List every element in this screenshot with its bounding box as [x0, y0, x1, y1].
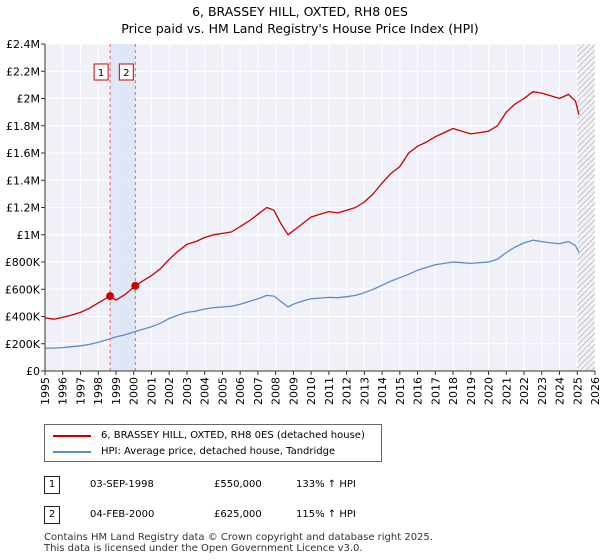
annotation-box [118, 63, 134, 81]
y-tick-label: £400K [5, 311, 41, 324]
annotation-label: 2 [123, 68, 129, 79]
y-tick-label: £2.2M [6, 65, 40, 78]
footer: Contains HM Land Registry data © Crown c… [44, 532, 433, 554]
chart-title-block: 6, BRASSEY HILL, OXTED, RH8 0ES Price pa… [0, 3, 600, 37]
x-tick-label: 2013 [358, 377, 371, 405]
x-tick-label: 2017 [429, 377, 442, 405]
future-hatch-region [577, 44, 595, 371]
x-tick-label: 1996 [57, 377, 70, 405]
price-chart: 1 2 £0 £200K £400K £600K £800K £1M £1.2M £1.4M £1… [5, 38, 600, 405]
sale-point [106, 292, 115, 301]
transaction-hpi: 115% ↑ HPI [296, 509, 356, 520]
y-tick-label: £2M [17, 93, 41, 106]
y-tick-label: £200K [5, 338, 41, 351]
legend-label-hpi: HPI: Average price, detached house, Tand… [101, 446, 336, 457]
x-tick-label: 2008 [270, 377, 283, 405]
annotation-label: 1 [98, 68, 104, 79]
sale-point [131, 281, 140, 290]
transaction-date: 04-FEB-2000 [90, 509, 155, 520]
x-tick-label: 2021 [500, 377, 513, 405]
transaction-price: £625,000 [214, 509, 262, 520]
x-tick-label: 2024 [554, 377, 567, 405]
chart-title: 6, BRASSEY HILL, OXTED, RH8 0ES [192, 4, 408, 19]
legend: 6, BRASSEY HILL, OXTED, RH8 0ES (detache… [44, 424, 382, 462]
footer-copyright: Contains HM Land Registry data © Crown c… [44, 532, 433, 543]
x-tick-label: 2005 [216, 377, 229, 405]
x-tick-label: 2014 [376, 377, 389, 405]
x-tick-label: 2002 [163, 377, 176, 405]
y-tick-label: £1.4M [6, 174, 40, 187]
x-tick-label: 2001 [145, 377, 158, 405]
x-tick-label: 2022 [518, 377, 531, 405]
transaction-price: £550,000 [214, 479, 262, 490]
x-tick-label: 2020 [483, 377, 496, 405]
x-tick-label: 1999 [110, 377, 123, 405]
y-tick-label: £600K [5, 283, 41, 296]
y-tick-label: £1M [17, 229, 41, 242]
transaction-date: 03-SEP-1998 [90, 479, 154, 490]
transaction-period-shade [110, 44, 136, 371]
y-tick-label: £1.8M [6, 120, 40, 133]
x-tick-label: 2010 [305, 377, 318, 405]
y-tick-label: £1.2M [6, 202, 40, 215]
x-tick-label: 2009 [287, 377, 300, 405]
y-tick-label: £2.4M [6, 38, 40, 51]
footer-licence: This data is licensed under the Open Gov… [44, 543, 363, 554]
x-tick-label: 2004 [199, 377, 212, 405]
legend-label-property: 6, BRASSEY HILL, OXTED, RH8 0ES (detache… [101, 430, 365, 441]
x-tick-label: 1995 [39, 377, 52, 405]
series-line-hpi [45, 239, 580, 349]
y-tick-label: £0 [26, 365, 40, 378]
x-tick-label: 2026 [589, 377, 600, 405]
x-tick-label: 2006 [234, 377, 247, 405]
x-tick-label: 2019 [465, 377, 478, 405]
y-tick-label: £800K [5, 256, 41, 269]
x-tick-label: 1998 [92, 377, 105, 405]
legend-swatch-property [53, 435, 91, 437]
annotation-box [93, 63, 109, 81]
x-tick-label: 2025 [571, 377, 584, 405]
x-tick-label: 2003 [181, 377, 194, 405]
x-tick-label: 2015 [394, 377, 407, 405]
x-tick-label: 2016 [412, 377, 425, 405]
x-tick-label: 2011 [323, 377, 336, 405]
x-tick-label: 1997 [74, 377, 87, 405]
x-tick-label: 2023 [536, 377, 549, 405]
chart-subtitle: Price paid vs. HM Land Registry's House … [121, 21, 479, 36]
x-tick-label: 2000 [128, 377, 141, 405]
transaction-number: 2 [44, 506, 60, 524]
series-line-property [44, 91, 580, 320]
x-tick-label: 2012 [341, 377, 354, 405]
legend-swatch-hpi [53, 451, 91, 453]
transaction-number: 1 [44, 476, 60, 494]
y-tick-label: £1.6M [6, 147, 40, 160]
x-tick-label: 2007 [252, 377, 265, 405]
x-tick-label: 2018 [447, 377, 460, 405]
transaction-hpi: 133% ↑ HPI [296, 479, 356, 490]
